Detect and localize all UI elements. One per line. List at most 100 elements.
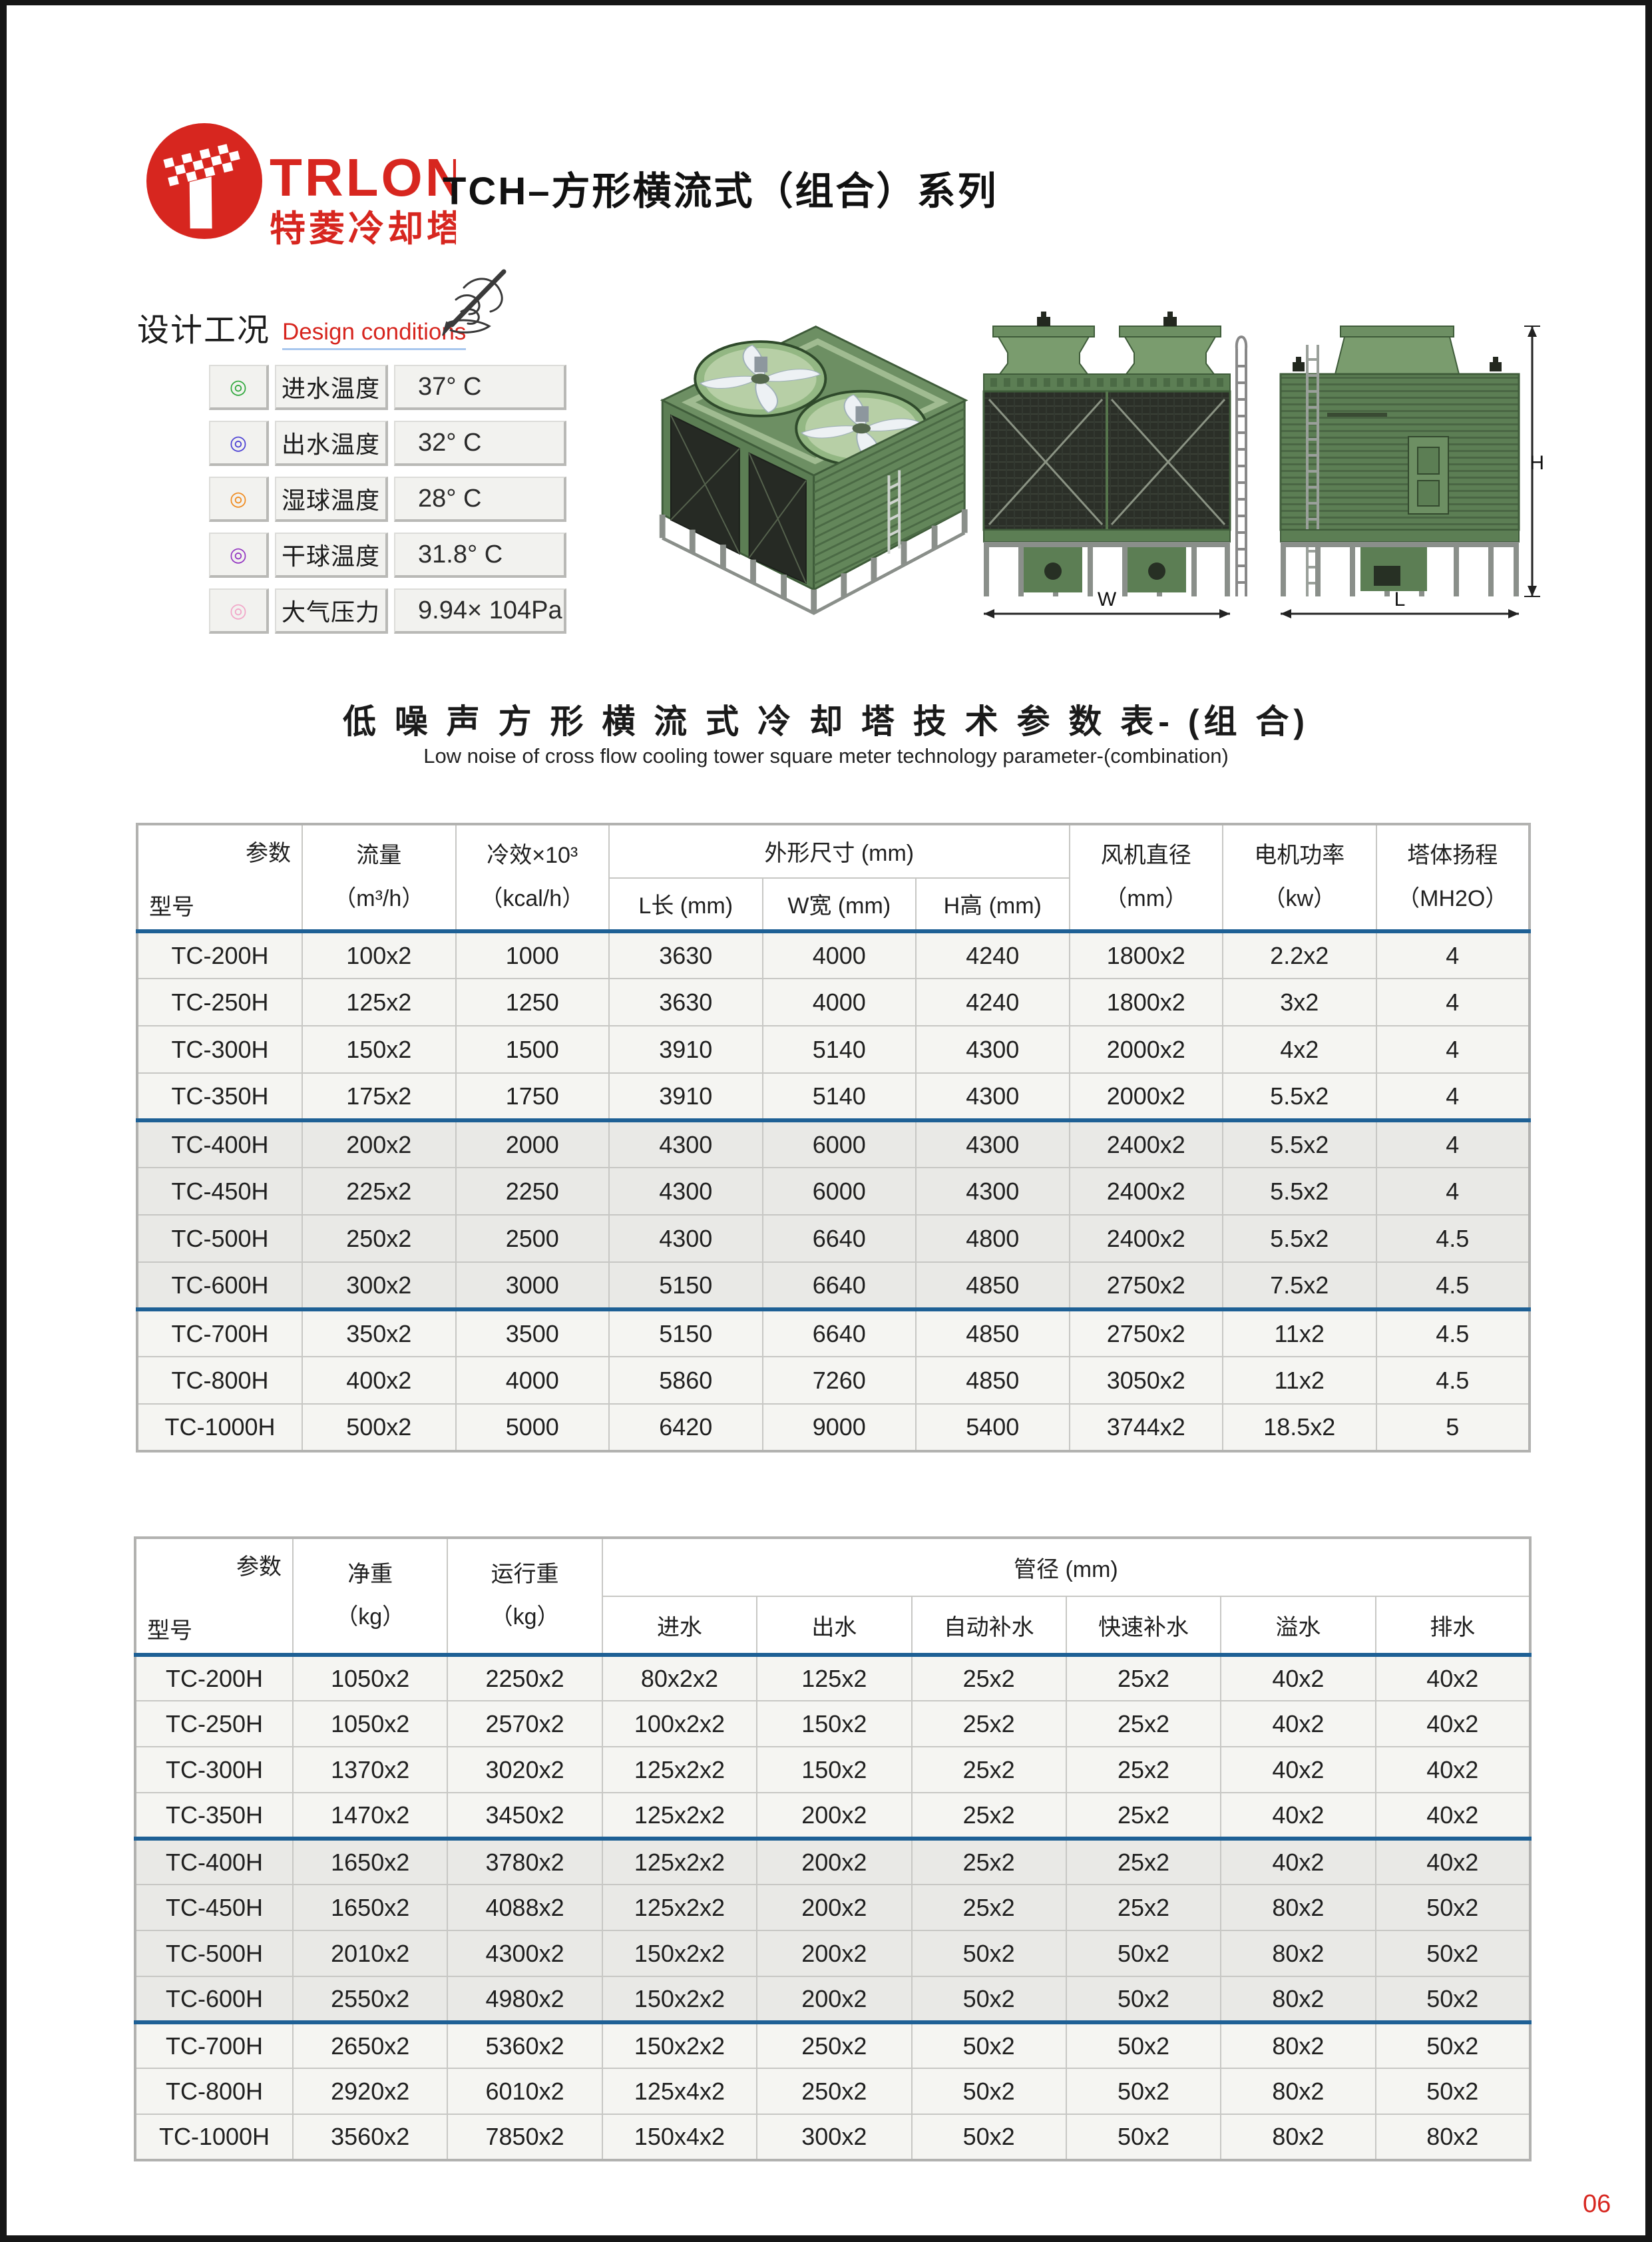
table-row: TC-600H 300x2 3000 5150 6640 4850 2750x2 7.5x2 4… <box>136 1261 1530 1310</box>
value-cell: 2400x2 <box>1068 1214 1223 1263</box>
page: TRLON 特菱冷却塔 TCH–方形横流式（组合）系列 设计工况 Design … <box>7 5 1645 2235</box>
length-dimension: L <box>1281 588 1519 618</box>
model-cell: TC-450H <box>136 1167 303 1216</box>
writing-hand-icon <box>442 269 507 336</box>
value-cell: 1050x2 <box>292 1653 449 1701</box>
value-cell: 1050x2 <box>292 1700 449 1747</box>
model-cell: TC-500H <box>134 1930 294 1977</box>
value-cell: 5360x2 <box>447 2020 603 2069</box>
value-cell: 4 <box>1375 978 1530 1026</box>
value-cell: 125x2 <box>756 1653 913 1701</box>
value-cell: 40x2 <box>1220 1653 1376 1701</box>
col-header-length: L长 (mm) <box>608 877 763 932</box>
value-cell: 80x2 <box>1220 2068 1376 2115</box>
table-row: TC-350H 1470x2 3450x2 125x2x2 200x2 25x2 25x2 4… <box>134 1792 1532 1839</box>
value-cell: 80x2 <box>1220 1976 1376 2023</box>
value-cell: 4 <box>1375 1167 1530 1216</box>
value-cell: 125x2x2 <box>601 1746 758 1793</box>
value-cell: 200x2 <box>756 1837 913 1885</box>
value-cell: 7260 <box>761 1356 917 1405</box>
table-row: TC-300H 1370x2 3020x2 125x2x2 150x2 25x2 25x2 4… <box>134 1746 1532 1793</box>
value-cell: 4300 <box>915 1072 1070 1121</box>
height-dimension: H <box>1524 326 1544 597</box>
value-cell: 4.5 <box>1375 1214 1530 1263</box>
value-cell: 11x2 <box>1222 1356 1377 1405</box>
model-cell: TC-250H <box>134 1700 294 1747</box>
condition-label: 湿球温度 <box>275 477 388 522</box>
value-cell: 4000 <box>455 1356 610 1405</box>
corner-header: 参数 型号 <box>134 1537 294 1656</box>
col-header-height: H高 (mm) <box>915 877 1070 932</box>
model-cell: TC-450H <box>134 1884 294 1931</box>
condition-label: 出水温度 <box>275 421 388 466</box>
value-cell: 150x2 <box>302 1025 457 1074</box>
bullet-icon: ◎ <box>209 477 269 522</box>
model-cell: TC-600H <box>134 1976 294 2023</box>
table-row: TC-800H 400x2 4000 5860 7260 4850 3050x2 11x2 4.… <box>136 1356 1530 1405</box>
cooling-tower-3d-figure <box>659 325 968 615</box>
col-header-motor-power: 电机功率 （kw） <box>1222 823 1377 932</box>
value-cell: 50x2 <box>1065 2020 1222 2069</box>
value-cell: 125x2x2 <box>601 1837 758 1885</box>
value-cell: 25x2 <box>1065 1746 1222 1793</box>
table-row: TC-1000H 500x2 5000 6420 9000 5400 3744x2 18.5x… <box>136 1403 1530 1452</box>
value-cell: 4240 <box>915 978 1070 1026</box>
value-cell: 2000 <box>455 1118 610 1168</box>
col-header-running-weight: 运行重 （kg） <box>447 1537 603 1656</box>
value-cell: 200x2 <box>756 1792 913 1839</box>
table-row: TC-350H 175x2 1750 3910 5140 4300 2000x2 5.5x2 4 <box>136 1072 1530 1121</box>
model-cell: TC-500H <box>136 1214 303 1263</box>
model-cell: TC-300H <box>136 1025 303 1074</box>
design-conditions-table: ◎ 进水温度 37° C ◎ 出水温度 32° C ◎ 湿球温度 28° C ◎… <box>209 365 566 634</box>
value-cell: 50x2 <box>1374 1930 1532 1977</box>
value-cell: 5.5x2 <box>1222 1214 1377 1263</box>
value-cell: 50x2 <box>1065 1930 1222 1977</box>
value-cell: 250x2 <box>756 2068 913 2115</box>
value-cell: 50x2 <box>911 2020 1067 2069</box>
model-cell: TC-350H <box>134 1792 294 1839</box>
value-cell: 80x2 <box>1220 1884 1376 1931</box>
value-cell: 4.5 <box>1375 1261 1530 1310</box>
table-row: TC-700H 2650x2 5360x2 150x2x2 250x2 50x2 50x2 8… <box>134 2020 1532 2069</box>
value-cell: 1500 <box>455 1025 610 1074</box>
value-cell: 18.5x2 <box>1222 1403 1377 1452</box>
col-header-drain: 排水 <box>1374 1596 1532 1656</box>
value-cell: 80x2 <box>1220 1930 1376 1977</box>
value-cell: 25x2 <box>911 1700 1067 1747</box>
value-cell: 125x2 <box>302 978 457 1026</box>
col-header-auto-makeup: 自动补水 <box>911 1596 1067 1656</box>
value-cell: 300x2 <box>302 1261 457 1310</box>
value-cell: 4240 <box>915 929 1070 979</box>
value-cell: 5000 <box>455 1403 610 1452</box>
value-cell: 100x2x2 <box>601 1700 758 1747</box>
col-header-outlet: 出水 <box>756 1596 913 1656</box>
value-cell: 5.5x2 <box>1222 1118 1377 1168</box>
table-row: TC-800H 2920x2 6010x2 125x4x2 250x2 50x2 50x2 8… <box>134 2068 1532 2115</box>
design-conditions-cn: 设计工况 <box>137 313 271 348</box>
col-header-cooling: 冷效×10³ （kcal/h） <box>455 823 610 932</box>
page-title: TCH–方形横流式（组合）系列 <box>443 170 998 213</box>
value-cell: 4.5 <box>1375 1356 1530 1405</box>
value-cell: 2750x2 <box>1068 1261 1223 1310</box>
value-cell: 6000 <box>761 1167 917 1216</box>
value-cell: 250x2 <box>302 1214 457 1263</box>
value-cell: 2.2x2 <box>1222 929 1377 979</box>
value-cell: 4 <box>1375 1118 1530 1168</box>
bullet-icon: ◎ <box>209 365 269 410</box>
value-cell: 100x2 <box>302 929 457 979</box>
value-cell: 5.5x2 <box>1222 1167 1377 1216</box>
width-dimension: W <box>984 588 1230 618</box>
value-cell: 4300 <box>915 1167 1070 1216</box>
col-header-width: W宽 (mm) <box>761 877 917 932</box>
table-row: TC-500H 250x2 2500 4300 6640 4800 2400x2 5.5x2 4… <box>136 1214 1530 1263</box>
value-cell: 2920x2 <box>292 2068 449 2115</box>
condition-row: ◎ 湿球温度 28° C <box>209 477 566 522</box>
col-header-pipes-group: 管径 (mm) <box>601 1537 1532 1597</box>
value-cell: 4300 <box>608 1214 763 1263</box>
value-cell: 2550x2 <box>292 1976 449 2023</box>
value-cell: 40x2 <box>1374 1746 1532 1793</box>
condition-label: 干球温度 <box>275 533 388 578</box>
value-cell: 200x2 <box>756 1976 913 2023</box>
value-cell: 2000x2 <box>1068 1072 1223 1121</box>
value-cell: 4 <box>1375 1025 1530 1074</box>
